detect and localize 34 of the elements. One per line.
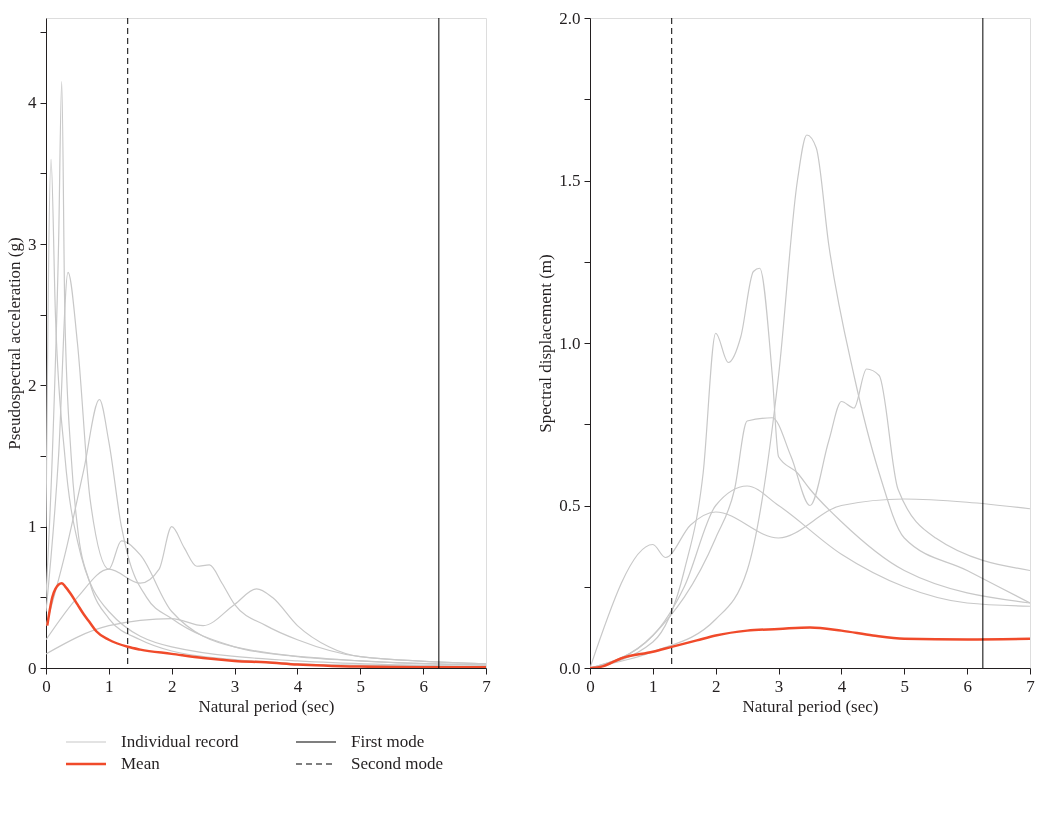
x-tick-label: 7 (1026, 676, 1036, 696)
legend-label: Second mode (351, 754, 444, 773)
x-tick-label: 2 (711, 676, 721, 696)
x-tick-label: 0 (42, 676, 51, 696)
y-tick-label: 1.0 (559, 333, 581, 353)
y-tick-label: 4 (28, 93, 37, 113)
x-axis-title: Natural period (sec) (198, 696, 335, 716)
y-tick-label: 2 (28, 375, 37, 395)
y-tick-label: 3 (28, 234, 37, 254)
x-tick-label: 4 (293, 676, 303, 696)
x-tick-label: 0 (586, 676, 595, 696)
x-tick-label: 6 (419, 676, 428, 696)
x-tick-label: 5 (900, 676, 910, 696)
x-tick-label: 6 (963, 676, 972, 696)
y-tick-label: 2.0 (559, 8, 581, 28)
x-tick-label: 5 (356, 676, 366, 696)
y-tick-label: 0.0 (559, 658, 581, 678)
legend-label: Individual record (121, 732, 240, 751)
y-axis-title: Spectral displacement (m) (536, 254, 556, 433)
x-tick-label: 1 (105, 676, 114, 696)
y-tick-label: 0.5 (559, 496, 581, 515)
y-axis-title: Pseudospectral acceleration (g) (5, 237, 24, 450)
x-tick-label: 2 (167, 676, 177, 696)
x-tick-label: 7 (482, 676, 492, 696)
y-tick-label: 1 (28, 517, 37, 537)
x-tick-label: 3 (774, 676, 784, 696)
x-axis-title: Natural period (sec) (742, 696, 879, 716)
y-tick-label: 0 (28, 658, 37, 678)
x-tick-label: 4 (837, 676, 847, 696)
legend-label: First mode (351, 732, 425, 751)
x-tick-label: 1 (649, 676, 658, 696)
legend-label: Mean (121, 754, 161, 773)
x-tick-label: 3 (230, 676, 240, 696)
y-tick-label: 1.5 (559, 171, 581, 190)
